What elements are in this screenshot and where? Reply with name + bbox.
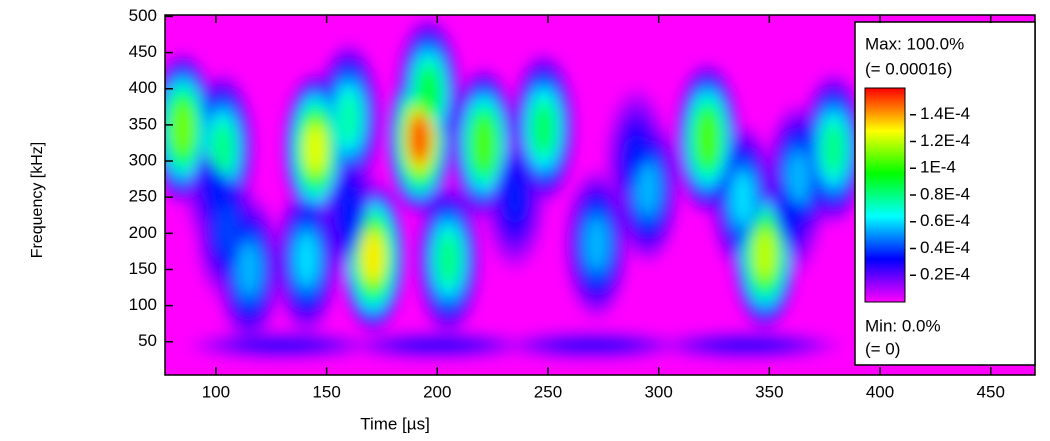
heat-blob xyxy=(473,119,495,169)
x-tick-label: 250 xyxy=(534,382,562,401)
heat-blob xyxy=(533,103,555,153)
y-tick-label: 150 xyxy=(129,259,157,278)
heat-blob xyxy=(696,114,718,164)
x-tick-label: 150 xyxy=(312,382,340,401)
y-tick-label: 350 xyxy=(129,114,157,133)
heat-blob xyxy=(732,174,754,224)
y-tick-label: 400 xyxy=(129,78,157,97)
heat-blob xyxy=(715,340,779,351)
heat-blob xyxy=(409,114,431,164)
x-axis-label: Time [µs] xyxy=(360,414,430,433)
colorbar-tick-label: 1E-4 xyxy=(920,158,956,177)
x-tick-label: 350 xyxy=(755,382,783,401)
heat-blob xyxy=(504,172,526,222)
heat-blob xyxy=(823,124,845,174)
x-tick-label: 100 xyxy=(202,382,230,401)
min-value-label: (= 0) xyxy=(865,339,900,358)
heat-blob xyxy=(362,232,384,282)
y-tick-label: 250 xyxy=(129,187,157,206)
colorbar-tick-label: 0.6E-4 xyxy=(920,211,970,230)
y-tick-label: 50 xyxy=(138,331,157,350)
heat-blob xyxy=(787,153,809,203)
y-tick-label: 450 xyxy=(129,42,157,61)
heat-blob xyxy=(305,124,327,174)
heatmap xyxy=(165,19,866,361)
heat-blob xyxy=(560,340,624,351)
heat-blob xyxy=(296,234,318,284)
heat-blob xyxy=(754,229,776,279)
heat-blob xyxy=(172,103,194,153)
x-tick-label: 300 xyxy=(644,382,672,401)
heat-blob xyxy=(637,163,659,213)
colorbar-tick-label: 0.8E-4 xyxy=(920,184,970,203)
min-label: Min: 0.0% xyxy=(865,316,941,335)
heat-blob xyxy=(212,124,234,174)
heat-blob xyxy=(586,219,608,269)
heat-blob xyxy=(216,204,238,254)
colorbar-tick-label: 0.2E-4 xyxy=(920,265,970,284)
y-axis-label: Frequency [kHz] xyxy=(29,142,46,258)
colorbar xyxy=(864,87,906,303)
y-tick-label: 500 xyxy=(129,6,157,25)
heat-blob xyxy=(238,244,260,294)
colorbar-tick-label: 1.2E-4 xyxy=(920,131,970,150)
heat-blob xyxy=(338,93,360,143)
heat-blob xyxy=(338,187,360,237)
heat-blob xyxy=(250,340,314,351)
x-tick-label: 200 xyxy=(423,382,451,401)
max-value-label: (= 0.00016) xyxy=(865,59,952,78)
heat-blob xyxy=(405,340,469,351)
y-tick-label: 200 xyxy=(129,223,157,242)
max-label: Max: 100.0% xyxy=(865,34,964,53)
x-tick-label: 450 xyxy=(977,382,1005,401)
heat-blob xyxy=(437,234,459,284)
colorbar-tick-label: 0.4E-4 xyxy=(920,238,970,257)
y-tick-label: 300 xyxy=(129,151,157,170)
heat-blob xyxy=(417,68,439,118)
y-tick-label: 100 xyxy=(129,295,157,314)
colorbar-tick-label: 1.4E-4 xyxy=(920,104,970,123)
x-tick-label: 400 xyxy=(866,382,894,401)
